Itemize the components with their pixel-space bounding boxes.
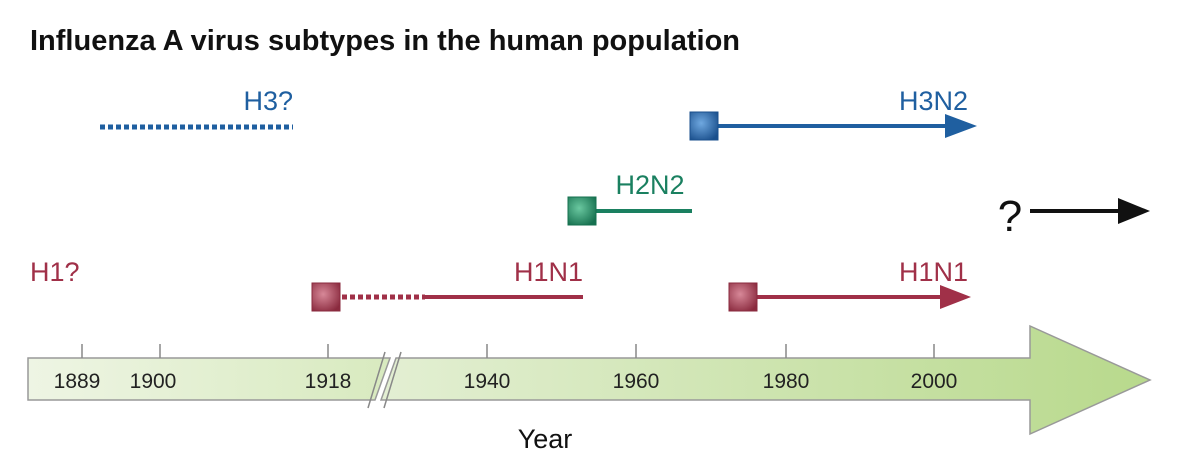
emergence-marker	[311, 282, 341, 312]
tick-label: 1980	[763, 370, 810, 393]
emergence-marker	[567, 196, 597, 226]
emergence-marker	[689, 111, 719, 141]
tick-label: 2000	[911, 370, 958, 393]
lineage-label: H3N2	[899, 86, 968, 116]
arrow-head	[945, 114, 977, 138]
lineage-label: H3?	[243, 86, 293, 116]
axis-label: Year	[518, 424, 573, 454]
lineage-label: H1N1	[514, 257, 583, 287]
tick-label: 1889	[54, 370, 101, 393]
tick-label: 1960	[613, 370, 660, 393]
unknown-label: ?	[998, 192, 1022, 241]
arrow-head	[940, 285, 971, 309]
timeline: 1889 1900 1918 1940 1960 1980 2000	[27, 324, 1152, 436]
title: Influenza A virus subtypes in the human …	[30, 25, 740, 57]
emergence-marker	[728, 282, 758, 312]
lineage-label: H2N2	[615, 170, 684, 200]
arrow-head	[1118, 198, 1150, 224]
tick-label: 1940	[464, 370, 511, 393]
tick-label: 1900	[130, 370, 177, 393]
tick-label: 1918	[305, 370, 352, 393]
lineage-label: H1?	[30, 257, 80, 287]
lineage-label: H1N1	[899, 257, 968, 287]
